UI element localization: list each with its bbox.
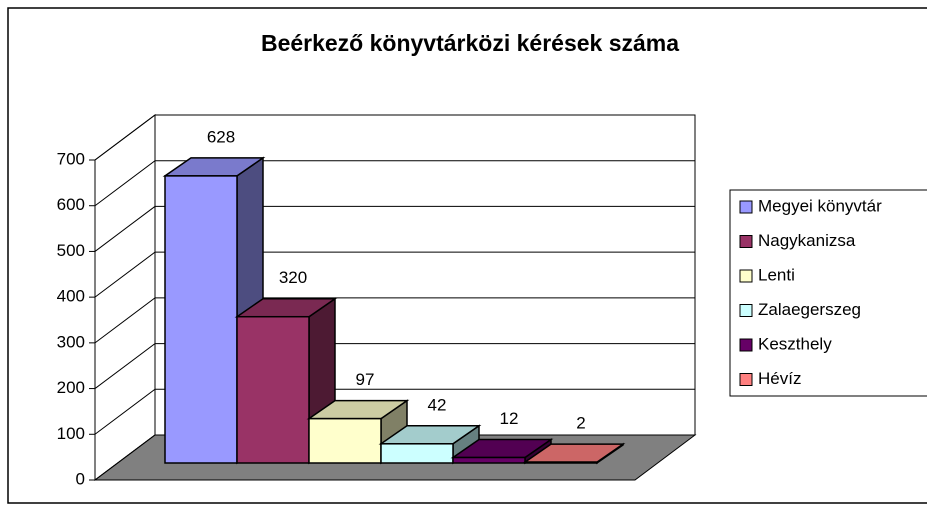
data-label: 42 <box>428 395 447 414</box>
data-label: 2 <box>576 414 585 433</box>
data-label: 97 <box>356 370 375 389</box>
legend-swatch <box>739 235 753 248</box>
legend-label: Nagykanizsa <box>758 231 856 250</box>
legend-label: Hévíz <box>758 369 801 388</box>
chart-title: Beérkező könyvtárközi kérések száma <box>261 30 679 56</box>
data-label: 12 <box>500 409 519 428</box>
legend-label: Zalaegerszeg <box>758 300 861 319</box>
side-wall <box>94 114 156 481</box>
y-tick-label: 300 <box>57 332 85 351</box>
y-tick-label: 400 <box>57 287 85 306</box>
legend-box <box>729 189 927 397</box>
grid-line <box>94 343 695 389</box>
grid-line <box>94 297 695 344</box>
grid-line <box>94 388 695 435</box>
legend-label: Lenti <box>758 265 795 284</box>
legend-swatch <box>739 304 753 317</box>
y-tick-label: 600 <box>57 195 85 214</box>
legend-swatch <box>739 269 753 283</box>
legend-label: Megyei könyvtár <box>758 196 882 215</box>
bar <box>236 315 310 464</box>
legend-swatch <box>739 200 753 214</box>
data-label: 628 <box>207 127 235 146</box>
y-tick-label: 0 <box>76 469 85 488</box>
bar <box>380 443 454 464</box>
bar <box>164 175 238 464</box>
y-tick-label: 200 <box>57 378 85 397</box>
grid-line <box>94 434 695 481</box>
grid-line <box>94 205 695 252</box>
grid-line <box>94 251 695 298</box>
legend-label: Keszthely <box>758 334 832 353</box>
bar <box>524 461 598 464</box>
data-label: 320 <box>279 268 307 287</box>
grid-line <box>94 160 695 207</box>
legend-swatch <box>739 373 753 386</box>
grid-line <box>94 114 695 161</box>
y-tick-label: 700 <box>57 149 85 168</box>
y-tick-label: 100 <box>57 424 85 443</box>
y-tick-label: 500 <box>57 241 85 260</box>
bar <box>308 417 382 464</box>
legend-swatch <box>739 338 753 352</box>
bar <box>452 456 526 464</box>
